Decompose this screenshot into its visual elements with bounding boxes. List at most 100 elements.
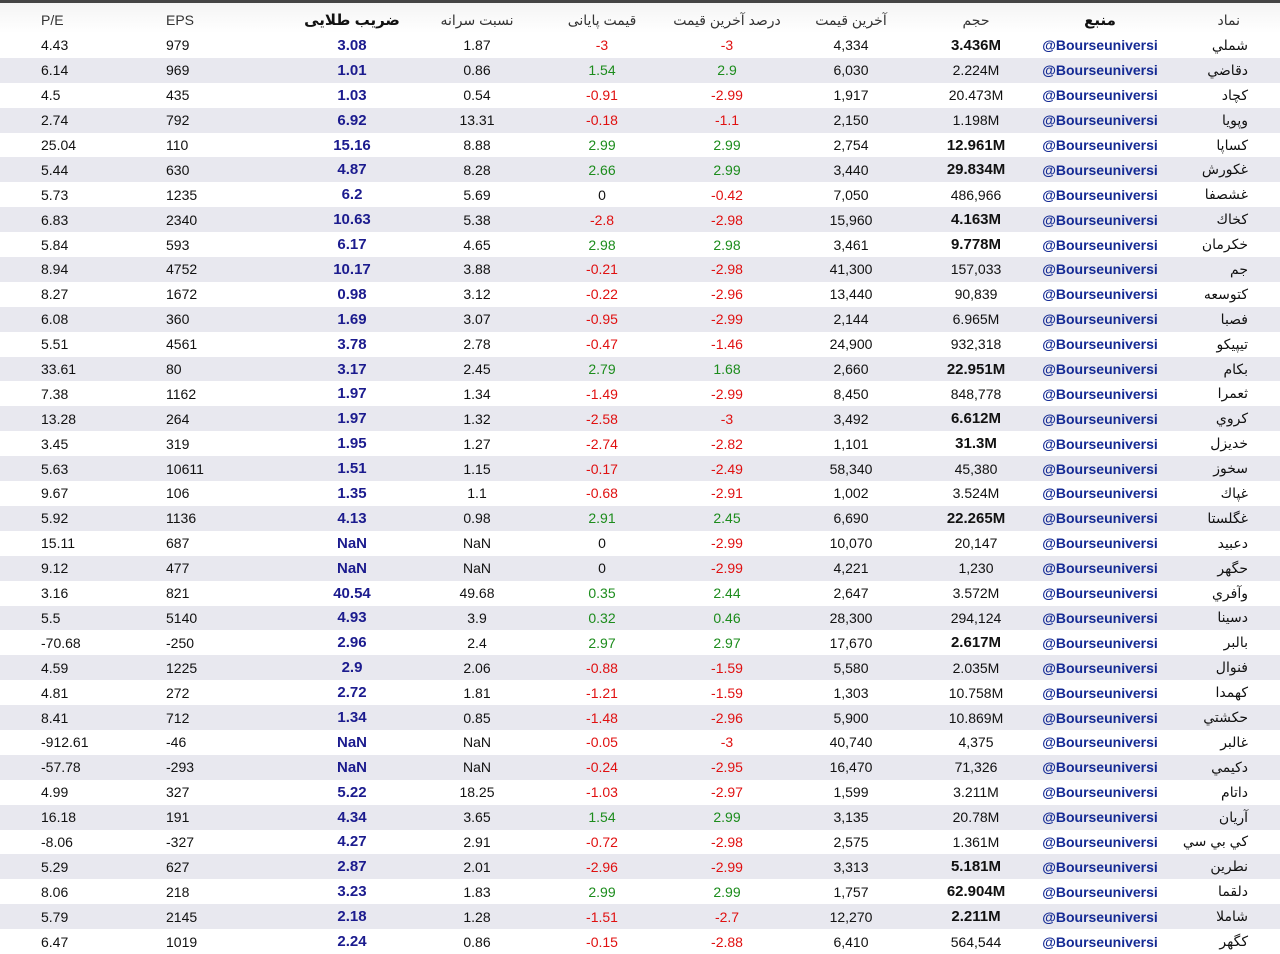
last-price-pct: -2.95: [711, 759, 743, 776]
final-price-pct: -2.96: [586, 858, 618, 875]
volume: 157,033: [950, 261, 1002, 278]
column-header: درصد آخرین قیمت: [673, 11, 781, 28]
final-price-pct: -0.05: [586, 734, 618, 751]
final-price-pct: 0: [598, 560, 606, 577]
golden-ratio: 6.92: [337, 111, 367, 129]
eps: 1235: [166, 186, 198, 203]
last-price: 10,070: [829, 535, 873, 552]
pe: 9.12: [41, 560, 69, 577]
final-price-pct: -1.21: [586, 684, 618, 701]
golden-ratio: 6.17: [337, 236, 367, 254]
final-price-pct: -0.88: [586, 659, 618, 676]
pe: 8.41: [41, 709, 69, 726]
last-price: 13,440: [829, 286, 873, 303]
last-price-pct: -3: [720, 410, 734, 427]
last-price-pct: -2.99: [711, 311, 743, 328]
eps: 979: [166, 37, 190, 54]
golden-ratio: 2.24: [337, 933, 367, 951]
last-price: 2,754: [833, 137, 869, 153]
eps: 1225: [166, 659, 198, 676]
last-price: 3,461: [833, 236, 869, 253]
source: @Bourseuniversi: [1042, 435, 1158, 452]
final-price-pct: 0: [598, 535, 606, 552]
pe: 8.94: [41, 261, 69, 278]
golden-ratio: NaN: [336, 758, 367, 776]
golden-ratio: 4.13: [337, 509, 367, 527]
per-capita-ratio: 1.27: [463, 435, 491, 452]
table-row: 33.61 80 3.17 2.45 2.79 1.68 2,660 22.951M @Bour…: [0, 356, 1280, 382]
last-price: 1,599: [833, 784, 869, 801]
last-price-pct: -1.1: [714, 112, 740, 129]
per-capita-ratio: 2.91: [463, 833, 491, 850]
symbol: کگهر: [1219, 933, 1248, 950]
eps: -327: [166, 833, 195, 850]
eps: 319: [166, 435, 190, 452]
table-row: 6.47 1019 2.24 0.86 -0.15 -2.88 6,410 564,544 @B…: [0, 929, 1280, 954]
per-capita-ratio: 0.98: [463, 510, 491, 527]
final-price-pct: -2.74: [586, 435, 618, 452]
source: @Bourseuniversi: [1042, 784, 1158, 801]
source: @Bourseuniversi: [1042, 510, 1158, 527]
volume: 2.224M: [952, 62, 1000, 79]
source: @Bourseuniversi: [1042, 809, 1158, 826]
symbol: حگهر: [1217, 559, 1248, 576]
last-price: 2,575: [833, 833, 869, 850]
table-row: 5.79 2145 2.18 1.28 -1.51 -2.7 12,270 2.211M @Bo…: [0, 904, 1280, 930]
last-price: 3,492: [833, 410, 869, 427]
final-price-pct: 0.32: [588, 609, 616, 626]
pe: -8.06: [41, 833, 73, 850]
golden-ratio: 2.87: [337, 858, 367, 876]
last-price-pct: -2.91: [711, 485, 743, 502]
per-capita-ratio: 8.88: [463, 137, 491, 153]
column-header: قیمت پایانی: [567, 11, 637, 28]
source: @Bourseuniversi: [1042, 734, 1158, 751]
symbol: غالبر: [1220, 733, 1248, 750]
source: @Bourseuniversi: [1042, 908, 1158, 925]
symbol: حکشتي: [1203, 709, 1248, 726]
per-capita-ratio: 13.31: [459, 112, 495, 129]
symbol: کي بي سي: [1182, 833, 1248, 850]
volume: 2.035M: [952, 659, 1000, 676]
source: @Bourseuniversi: [1042, 684, 1158, 701]
golden-ratio: 4.34: [337, 808, 367, 826]
table-row: 7.38 1162 1.97 1.34 -1.49 -2.99 8,450 848,778 @B…: [0, 381, 1280, 406]
eps: 1162: [166, 385, 197, 402]
pe: 6.47: [41, 933, 69, 950]
eps: 687: [166, 535, 190, 552]
pe: 5.92: [41, 510, 69, 527]
source: @Bourseuniversi: [1042, 236, 1158, 253]
last-price-pct: -2.99: [711, 87, 743, 104]
final-price-pct: 2.91: [588, 510, 616, 527]
symbol: کچاد: [1221, 86, 1248, 103]
last-price: 2,660: [833, 361, 869, 378]
table-row: 6.08 360 1.69 3.07 -0.95 -2.99 2,144 6.965M @Bou…: [0, 306, 1280, 332]
last-price: 1,757: [833, 883, 869, 900]
eps: 5140: [166, 609, 198, 626]
golden-ratio: 2.18: [337, 908, 367, 926]
pe: 6.14: [41, 62, 69, 79]
column-header: EPS: [166, 12, 195, 28]
eps: 1136: [166, 510, 197, 527]
table-row: 8.94 4752 10.17 3.88 -0.21 -2.98 41,300 157,033…: [0, 257, 1280, 282]
symbol: دسينا: [1217, 609, 1248, 626]
volume: 45,380: [954, 460, 998, 477]
last-price-pct: 2.99: [713, 809, 741, 826]
pe: 15.11: [41, 535, 75, 552]
symbol: خکرمان: [1201, 236, 1248, 253]
symbol: کهمدا: [1215, 684, 1248, 701]
table-row: 8.41 712 1.34 0.85 -1.48 -2.96 5,900 10.869M @Bo…: [0, 705, 1280, 730]
eps: 4561: [166, 336, 198, 353]
final-price-pct: -0.72: [586, 833, 618, 850]
per-capita-ratio: 5.38: [463, 211, 491, 228]
source: @Bourseuniversi: [1042, 112, 1158, 129]
pe: 5.51: [41, 336, 69, 353]
volume: 31.3M: [955, 435, 997, 453]
pe: 6.83: [41, 211, 69, 228]
last-price: 6,030: [833, 62, 869, 79]
pe: 25.04: [41, 137, 77, 153]
golden-ratio: 4.87: [337, 161, 367, 179]
pe: 5.63: [41, 460, 69, 477]
pe: 3.16: [41, 585, 69, 602]
golden-ratio: 0.98: [337, 285, 367, 303]
symbol: تيپيکو: [1216, 335, 1248, 352]
